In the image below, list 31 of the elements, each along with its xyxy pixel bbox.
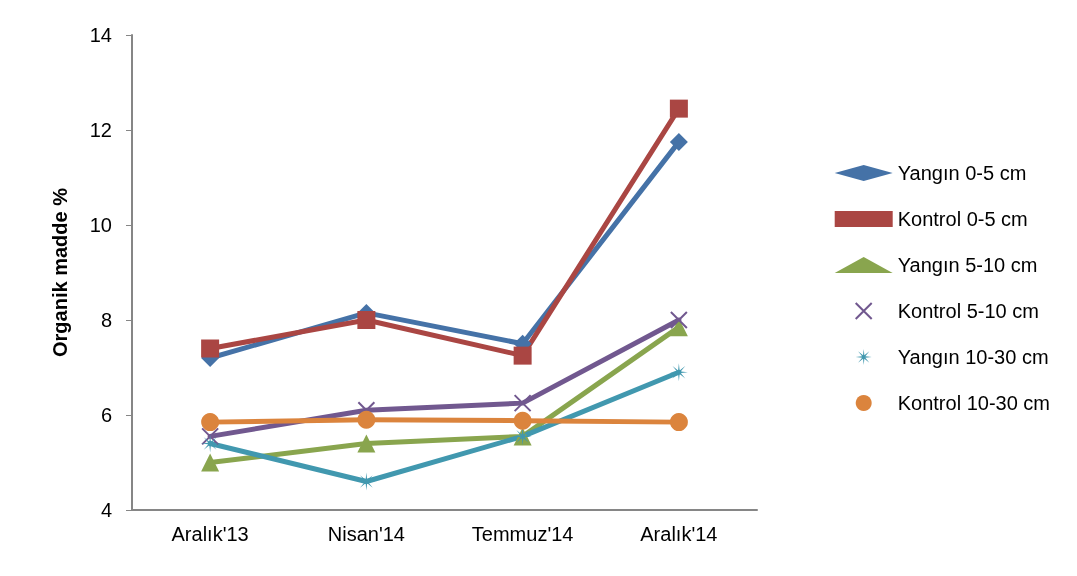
legend-label: Yangın 10-30 cm (897, 346, 1049, 368)
y-tick-label: 14 (89, 24, 112, 46)
legend-label: Kontrol 5-10 cm (897, 300, 1039, 322)
point (201, 453, 220, 472)
legend-label: Yangın 5-10 cm (897, 254, 1038, 276)
point (513, 394, 532, 413)
legend-label: Yangın 0-5 cm (897, 162, 1027, 184)
point (357, 311, 376, 329)
point (357, 434, 376, 453)
x-tick-label: Aralık'14 (640, 523, 718, 545)
legend-label: Kontrol 10-30 cm (897, 392, 1050, 414)
point (513, 346, 532, 365)
point (201, 427, 220, 446)
y-tick-label: 12 (89, 119, 112, 141)
y-tick-label: 8 (100, 309, 112, 331)
point (513, 411, 532, 430)
point (357, 410, 376, 429)
y-tick-label: 4 (100, 499, 112, 521)
y-axis-title: Organik madde % (49, 187, 71, 357)
y-tick-label: 10 (89, 214, 112, 236)
x-tick-label: Temmuz'14 (471, 523, 574, 545)
x-tick-label: Aralık'13 (171, 523, 249, 545)
point (669, 413, 688, 432)
point (669, 99, 688, 118)
legend-label: Kontrol 0-5 cm (897, 208, 1028, 230)
point (201, 413, 220, 432)
y-tick-label: 6 (100, 404, 112, 426)
point (669, 132, 688, 151)
point (201, 339, 220, 358)
x-tick-label: Nisan'14 (327, 523, 405, 545)
point (669, 311, 688, 329)
